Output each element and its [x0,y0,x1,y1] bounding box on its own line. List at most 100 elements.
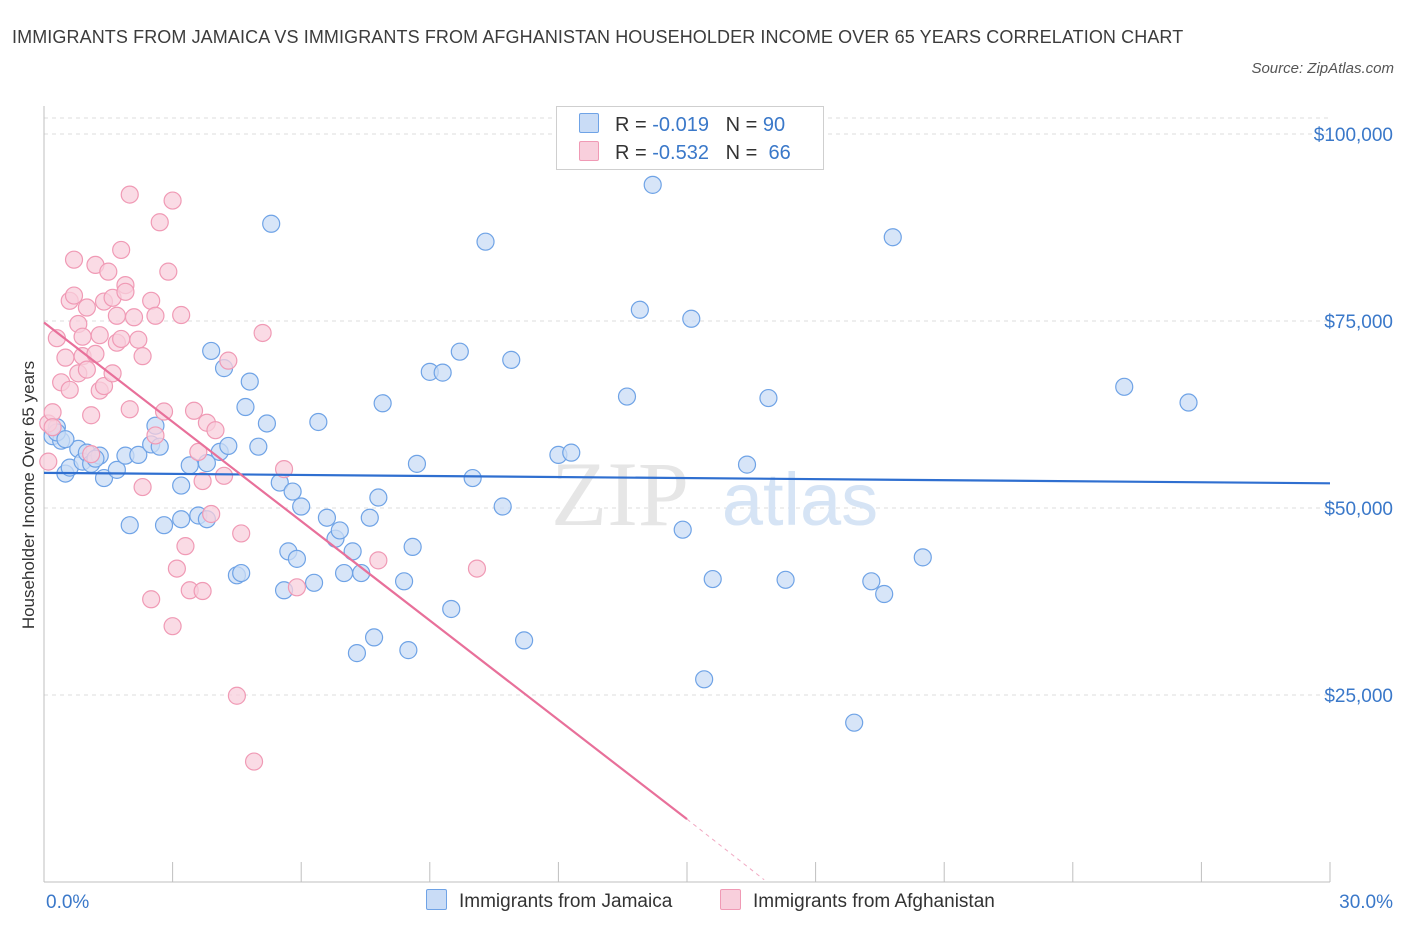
data-point-afghanistan [202,504,221,524]
data-point-jamaica [776,570,795,589]
legend-n-label: N = [725,142,758,164]
correlation-legend: R = -0.019 N = 90 R = -0.532 N = 66 [556,106,824,170]
data-point-afghanistan [274,460,294,479]
data-point-jamaica [347,644,367,663]
data-point-jamaica [120,516,139,535]
data-point-jamaica [56,430,75,449]
data-point-jamaica [1179,393,1198,412]
data-point-jamaica [240,372,259,391]
data-point-afghanistan [172,305,191,325]
data-point-afghanistan [120,400,139,419]
data-point-afghanistan [146,306,165,325]
data-point-jamaica [317,508,337,527]
data-point-afghanistan [77,298,96,317]
data-point-afghanistan [82,445,101,464]
data-point-jamaica [562,443,581,462]
watermark: ZIP atlas [551,443,878,545]
bottom-legend-jamaica: Immigrants from Jamaica [426,889,672,913]
series-afghanistan-points [39,185,487,771]
data-point-afghanistan [193,471,212,491]
data-point-jamaica [283,482,302,501]
data-point-afghanistan [99,262,118,281]
data-point-jamaica [476,232,495,251]
data-point-afghanistan [129,330,148,349]
data-point-afghanistan [86,344,105,364]
data-point-afghanistan [167,559,186,578]
data-point-afghanistan [82,406,101,425]
data-point-afghanistan [184,401,204,420]
y-tick-label: $50,000 [1324,499,1393,520]
data-point-afghanistan [39,452,58,471]
data-point-jamaica [262,214,281,233]
data-point-afghanistan [116,282,135,301]
data-point-jamaica [232,563,251,583]
data-point-jamaica [493,497,512,516]
data-point-jamaica [703,569,722,589]
data-point-jamaica [463,468,482,488]
data-point-afghanistan [154,402,174,421]
data-point-jamaica [617,387,637,406]
trendline-jamaica [43,471,1331,485]
data-point-afghanistan [287,578,307,597]
legend-row-afghanistan: R = -0.532 N = 66 [579,141,791,165]
data-point-jamaica [630,300,649,319]
data-point-afghanistan [43,418,62,437]
legend-n-label: N = [725,114,758,136]
data-point-afghanistan [124,308,144,327]
data-point-jamaica [399,641,418,660]
data-point-jamaica [883,228,902,247]
data-point-jamaica [369,488,388,507]
data-point-jamaica [172,510,191,529]
data-point-afghanistan [146,426,165,445]
data-point-afghanistan [193,581,212,601]
data-point-jamaica [129,445,148,464]
data-point-jamaica [450,342,469,361]
data-point-jamaica [682,309,701,328]
data-point-afghanistan [64,286,84,305]
y-tick-label: $25,000 [1324,686,1393,707]
data-point-jamaica [394,572,414,591]
legend-swatch-afghanistan [579,141,599,161]
data-point-jamaica [673,520,692,539]
data-point-jamaica [360,508,379,527]
bottom-legend-swatch-jamaica [426,889,447,910]
data-point-jamaica [309,412,328,432]
chart-title: IMMIGRANTS FROM JAMAICA VS IMMIGRANTS FR… [12,27,1184,47]
data-point-afghanistan [176,537,195,556]
data-point-jamaica [202,341,221,361]
data-point-jamaica [515,631,534,650]
bottom-legend-label-afghanistan: Immigrants from Afghanistan [753,891,995,912]
data-point-afghanistan [112,329,131,349]
bottom-legend-label-jamaica: Immigrants from Jamaica [459,891,673,912]
data-point-afghanistan [253,323,272,343]
data-point-afghanistan [73,327,92,346]
legend-swatch-jamaica [579,113,599,133]
data-point-jamaica [373,394,392,413]
data-point-afghanistan [90,326,109,345]
data-point-jamaica [695,670,714,689]
data-point-jamaica [249,437,268,456]
legend-r-value: -0.019 [652,114,709,136]
bottom-legend-swatch-afghanistan [720,889,741,910]
data-point-jamaica [364,628,384,647]
data-point-afghanistan [150,213,169,232]
data-point-jamaica [433,363,452,382]
data-point-jamaica [502,350,521,369]
data-point-jamaica [1115,377,1134,396]
legend-r-label: R = [615,142,647,164]
legend-r-label: R = [615,114,647,136]
data-point-afghanistan [189,442,208,461]
y-tick-labels: $25,000 $50,000 $75,000 $100,000 [1314,125,1393,707]
legend-r-value: -0.532 [652,142,709,164]
data-point-afghanistan [142,590,161,609]
y-axis-label: Householder Income Over 65 years [19,361,38,629]
data-point-jamaica [875,584,894,604]
trend-lines [43,321,1331,881]
data-point-jamaica [257,414,277,433]
data-point-afghanistan [159,262,178,281]
series-jamaica-points [43,175,1198,732]
data-point-afghanistan [214,466,234,485]
data-point-afghanistan [120,185,139,204]
data-point-jamaica [403,537,422,556]
